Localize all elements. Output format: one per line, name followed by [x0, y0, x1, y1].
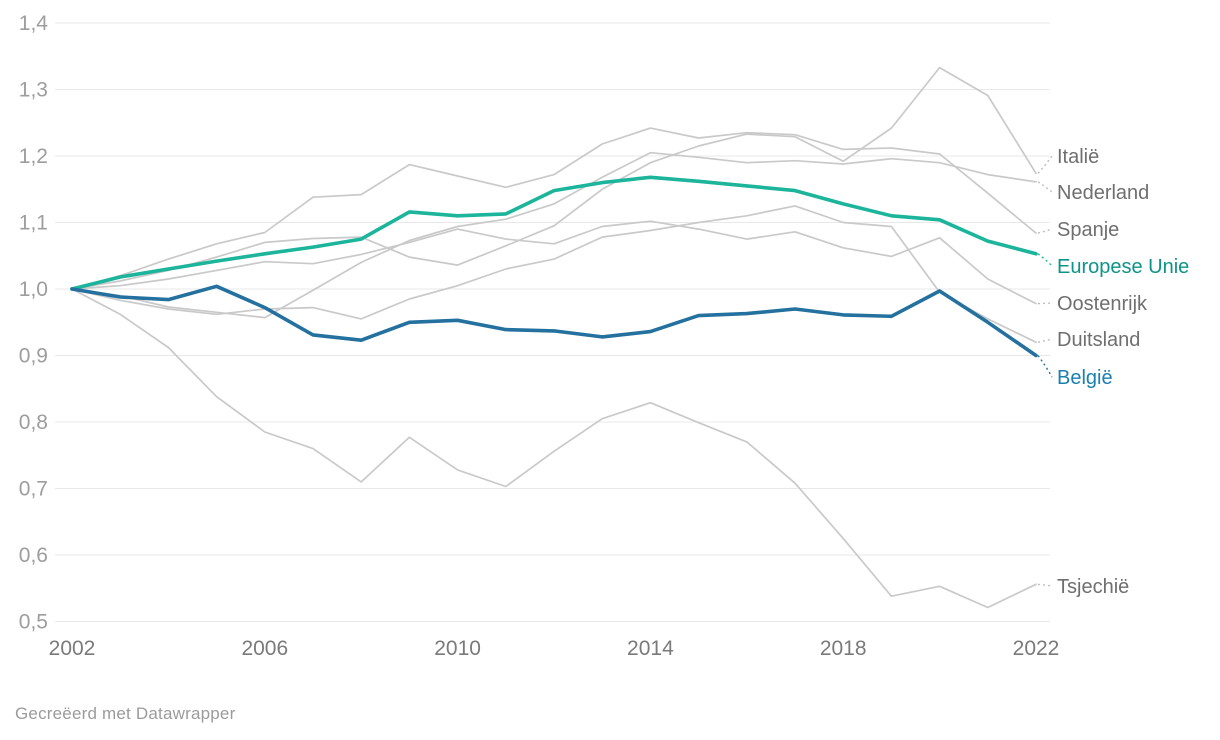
series-label-nederland: Nederland [1057, 182, 1149, 204]
series-line-duitsland[interactable] [71, 205, 1037, 344]
series-line-belgie[interactable] [70, 284, 1038, 358]
x-tick-label: 2002 [49, 637, 96, 660]
y-tick-label: 0,6 [19, 544, 48, 567]
series-connector-nederland [1037, 181, 1053, 193]
y-tick-label: 0,5 [19, 611, 48, 634]
x-tick-label: 2022 [1013, 637, 1060, 660]
series-label-italie: Italië [1057, 146, 1099, 168]
x-tick-label: 2014 [627, 637, 674, 660]
series-line-spanje[interactable] [71, 127, 1037, 290]
series-connector-europese-unie [1037, 253, 1053, 267]
series-connector-oostenrijk [1037, 302, 1053, 305]
series-label-europese-unie: Europese Unie [1057, 256, 1189, 278]
series-line-oostenrijk[interactable] [71, 220, 1037, 305]
y-tick-label: 1,4 [19, 12, 49, 35]
series-label-duitsland: Duitsland [1057, 329, 1140, 351]
y-tick-label: 1,3 [19, 79, 48, 102]
series-connector-italie [1037, 155, 1053, 174]
series-connector-belgie [1037, 355, 1053, 378]
series-line-europese-unie[interactable] [70, 175, 1038, 291]
x-tick-label: 2018 [820, 637, 867, 660]
y-tick-label: 1,0 [19, 278, 48, 301]
series-line-tsjechie[interactable] [71, 288, 1037, 609]
series-label-belgie: België [1057, 367, 1113, 389]
y-tick-label: 0,8 [19, 411, 48, 434]
y-tick-label: 1,1 [19, 212, 48, 235]
x-tick-label: 2006 [241, 637, 288, 660]
y-tick-label: 1,2 [19, 145, 48, 168]
series-connector-tsjechie [1037, 583, 1053, 587]
y-tick-label: 0,7 [19, 478, 48, 501]
x-tick-label: 2010 [434, 637, 481, 660]
datawrapper-credit-link[interactable]: Gecreëerd met Datawrapper [15, 704, 236, 723]
series-connector-spanje [1037, 228, 1053, 234]
series-label-spanje: Spanje [1057, 219, 1119, 241]
series-line-nederland[interactable] [71, 151, 1037, 319]
series-connector-duitsland [1037, 338, 1053, 343]
series-label-oostenrijk: Oostenrijk [1057, 293, 1148, 315]
series-label-tsjechie: Tsjechië [1057, 576, 1129, 598]
series-line-italie[interactable] [71, 66, 1037, 290]
y-tick-label: 0,9 [19, 345, 48, 368]
